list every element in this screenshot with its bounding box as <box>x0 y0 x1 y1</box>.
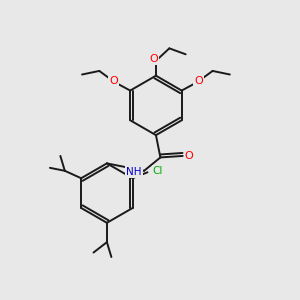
Text: O: O <box>185 151 194 161</box>
Text: NH: NH <box>126 167 141 177</box>
Text: O: O <box>194 76 203 86</box>
Text: O: O <box>109 76 118 86</box>
Text: O: O <box>149 54 158 64</box>
Text: Cl: Cl <box>153 166 163 176</box>
